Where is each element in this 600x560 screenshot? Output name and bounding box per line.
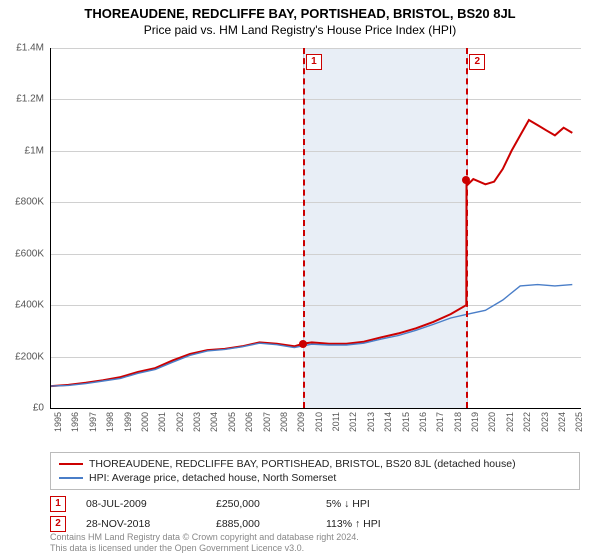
sale-price: £250,000 bbox=[216, 498, 306, 510]
x-tick-label: 2020 bbox=[487, 412, 497, 432]
x-tick-label: 2015 bbox=[401, 412, 411, 432]
x-tick-label: 2016 bbox=[418, 412, 428, 432]
sale-event-row: 1 08-JUL-2009 £250,000 5% ↓ HPI bbox=[50, 494, 580, 514]
x-tick-label: 1998 bbox=[105, 412, 115, 432]
x-tick-label: 2017 bbox=[435, 412, 445, 432]
chart-subtitle: Price paid vs. HM Land Registry's House … bbox=[0, 23, 600, 37]
y-tick-label: £800K bbox=[0, 197, 44, 208]
x-tick-label: 2005 bbox=[227, 412, 237, 432]
attribution-line: Contains HM Land Registry data © Crown c… bbox=[50, 532, 580, 543]
x-tick-label: 2004 bbox=[209, 412, 219, 432]
y-tick-label: £400K bbox=[0, 300, 44, 311]
legend-label: HPI: Average price, detached house, Nort… bbox=[89, 472, 336, 484]
sale-marker: 2 bbox=[50, 516, 66, 532]
y-tick-label: £1M bbox=[0, 145, 44, 156]
sale-events-table: 1 08-JUL-2009 £250,000 5% ↓ HPI 2 28-NOV-2018… bbox=[50, 494, 580, 534]
event-marker-box: 1 bbox=[306, 54, 322, 70]
sale-change: 113% ↑ HPI bbox=[326, 518, 406, 530]
sale-change: 5% ↓ HPI bbox=[326, 498, 406, 510]
sale-date: 28-NOV-2018 bbox=[86, 518, 196, 530]
series-line bbox=[51, 285, 572, 387]
y-tick-label: £200K bbox=[0, 351, 44, 362]
event-marker-box: 2 bbox=[469, 54, 485, 70]
event-vline bbox=[466, 48, 468, 408]
legend-box: THOREAUDENE, REDCLIFFE BAY, PORTISHEAD, … bbox=[50, 452, 580, 490]
x-tick-label: 1999 bbox=[123, 412, 133, 432]
sale-date: 08-JUL-2009 bbox=[86, 498, 196, 510]
price-chart-container: THOREAUDENE, REDCLIFFE BAY, PORTISHEAD, … bbox=[0, 0, 600, 560]
x-tick-label: 1995 bbox=[53, 412, 63, 432]
x-tick-label: 2009 bbox=[296, 412, 306, 432]
sale-marker: 1 bbox=[50, 496, 66, 512]
x-tick-label: 2018 bbox=[453, 412, 463, 432]
y-axis-labels: £0£200K£400K£600K£800K£1M£1.2M£1.4M bbox=[0, 48, 48, 408]
x-tick-label: 2003 bbox=[192, 412, 202, 432]
x-tick-label: 2013 bbox=[366, 412, 376, 432]
sale-dot bbox=[462, 176, 470, 184]
chart-title: THOREAUDENE, REDCLIFFE BAY, PORTISHEAD, … bbox=[0, 6, 600, 21]
x-tick-label: 1997 bbox=[88, 412, 98, 432]
sale-dot bbox=[299, 340, 307, 348]
x-tick-label: 2001 bbox=[157, 412, 167, 432]
x-tick-label: 1996 bbox=[70, 412, 80, 432]
legend-swatch bbox=[59, 463, 83, 465]
x-tick-label: 2007 bbox=[262, 412, 272, 432]
legend-row: THOREAUDENE, REDCLIFFE BAY, PORTISHEAD, … bbox=[59, 457, 571, 471]
y-tick-label: £600K bbox=[0, 248, 44, 259]
legend-label: THOREAUDENE, REDCLIFFE BAY, PORTISHEAD, … bbox=[89, 458, 516, 470]
x-tick-label: 2010 bbox=[314, 412, 324, 432]
attribution-line: This data is licensed under the Open Gov… bbox=[50, 543, 580, 554]
x-tick-label: 2000 bbox=[140, 412, 150, 432]
line-series-svg bbox=[51, 48, 581, 408]
x-tick-label: 2024 bbox=[557, 412, 567, 432]
x-tick-label: 2019 bbox=[470, 412, 480, 432]
x-tick-label: 2022 bbox=[522, 412, 532, 432]
attribution-text: Contains HM Land Registry data © Crown c… bbox=[50, 532, 580, 555]
x-tick-label: 2012 bbox=[348, 412, 358, 432]
legend-swatch bbox=[59, 477, 83, 479]
x-tick-label: 2006 bbox=[244, 412, 254, 432]
y-tick-label: £1.2M bbox=[0, 94, 44, 105]
x-axis-labels: 1995 1996 1997 1998 1999 2000 2001 2002 2003 2004… bbox=[50, 408, 580, 448]
x-tick-label: 2011 bbox=[331, 412, 341, 431]
event-vline bbox=[303, 48, 305, 408]
x-tick-label: 2002 bbox=[175, 412, 185, 432]
sale-event-row: 2 28-NOV-2018 £885,000 113% ↑ HPI bbox=[50, 514, 580, 534]
y-tick-label: £1.4M bbox=[0, 43, 44, 54]
x-tick-label: 2025 bbox=[574, 412, 584, 432]
sale-price: £885,000 bbox=[216, 518, 306, 530]
y-tick-label: £0 bbox=[0, 403, 44, 414]
series-line bbox=[51, 120, 572, 386]
legend-row: HPI: Average price, detached house, Nort… bbox=[59, 471, 571, 485]
x-tick-label: 2023 bbox=[540, 412, 550, 432]
x-tick-label: 2021 bbox=[505, 412, 515, 432]
x-tick-label: 2014 bbox=[383, 412, 393, 432]
plot-area: 12 bbox=[50, 48, 581, 409]
x-tick-label: 2008 bbox=[279, 412, 289, 432]
